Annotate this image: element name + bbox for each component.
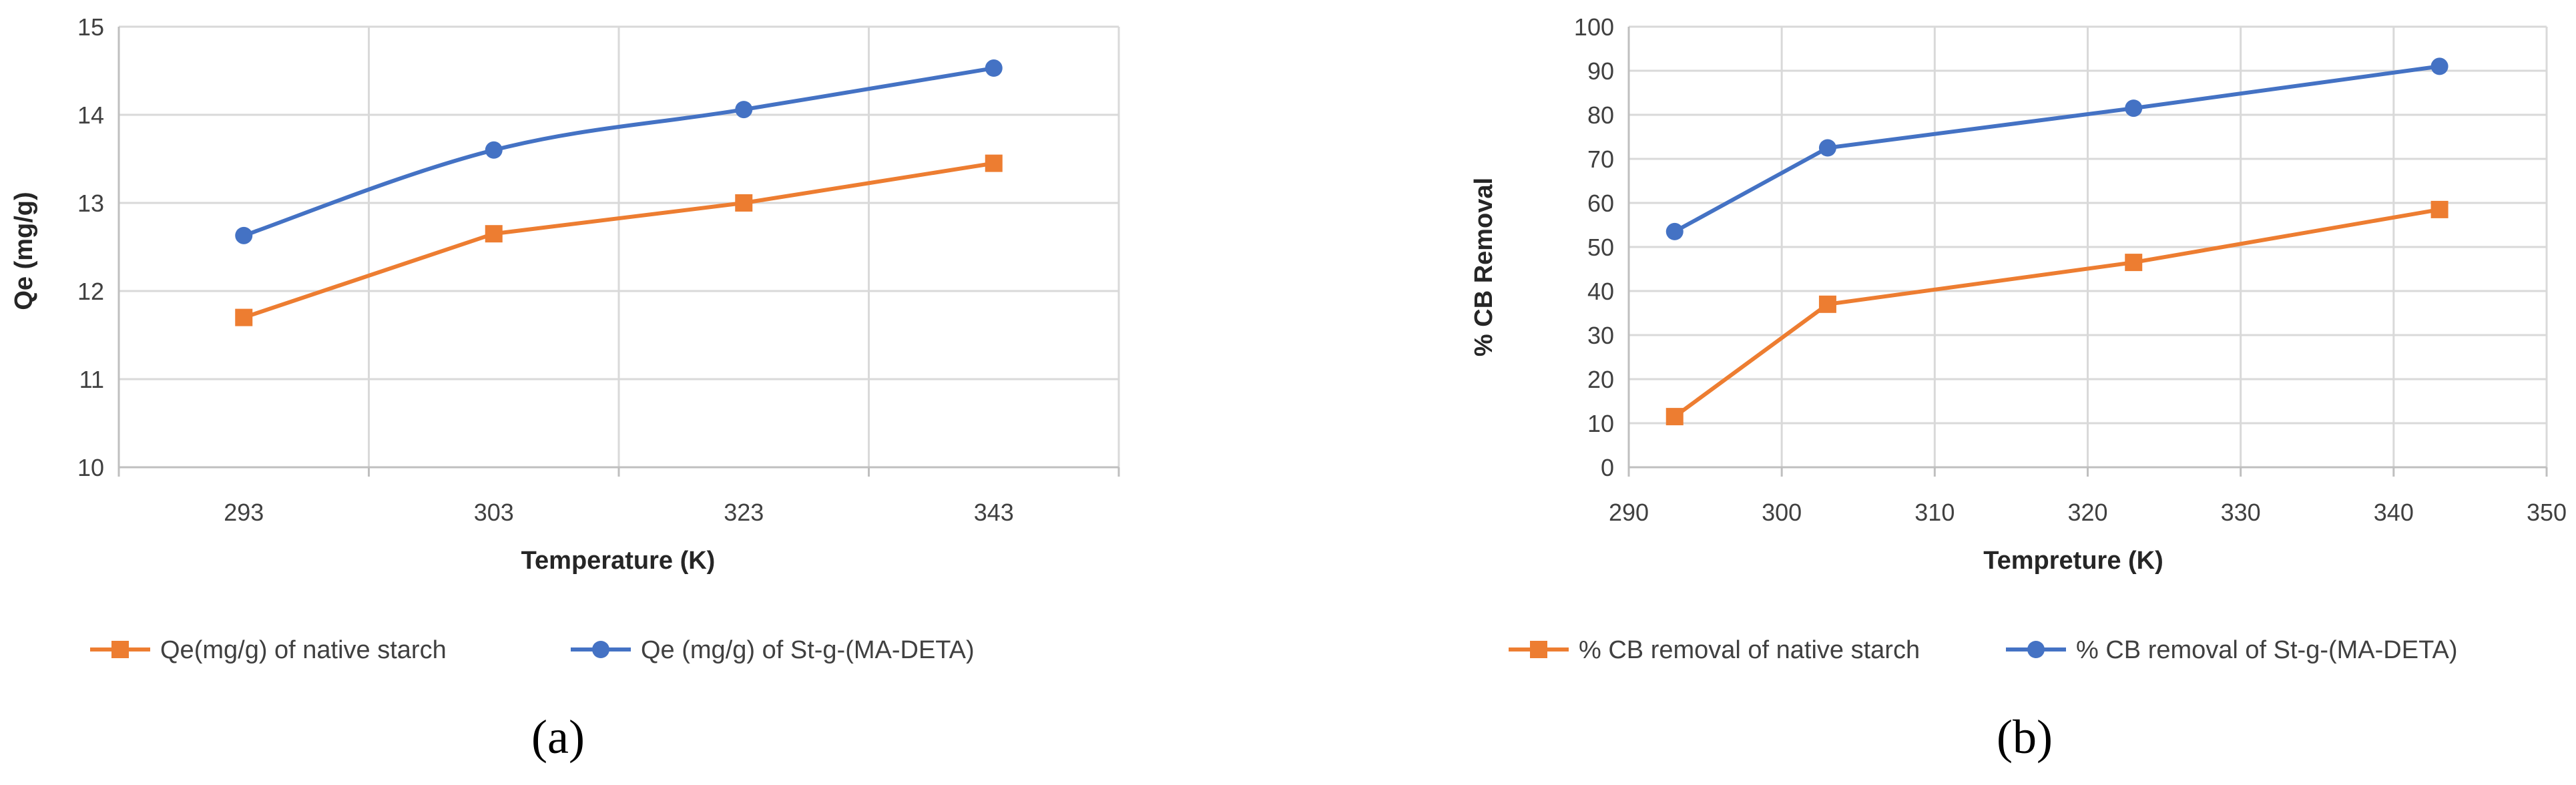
data-point-circle [985, 59, 1003, 77]
chart-a-panel-label: (a) [531, 710, 585, 764]
legend-label: Qe(mg/g) of native starch [160, 636, 447, 664]
chart-a-x-axis-title: Temperature (K) [521, 547, 716, 575]
y-tick-label: 11 [79, 366, 104, 393]
y-tick-label: 40 [1587, 278, 1614, 305]
data-point-circle [2125, 99, 2143, 117]
data-point-square [985, 154, 1003, 172]
x-tick-label: 340 [2374, 499, 2414, 526]
chart-b-x-axis-title: Tempreture (K) [1983, 547, 2163, 575]
chart-b-legend: % CB removal of native starch % CB remova… [1509, 636, 2457, 664]
series-line-0 [1673, 207, 2440, 419]
chart-b-axes: 0 10 20 30 40 50 60 70 80 90 100 290 300 310 320 330 340… [1574, 13, 2567, 526]
x-tick-label: 320 [2067, 499, 2107, 526]
y-tick-label: 70 [1587, 146, 1614, 173]
chart-a-grid [119, 25, 1120, 467]
chart-b-series [1665, 57, 2449, 426]
chart-a: 10 11 12 13 14 15 293 303 323 343 Qe (mg/g) Tempe… [10, 13, 1120, 764]
data-point-square [735, 194, 753, 212]
y-tick-label: 20 [1587, 366, 1614, 393]
x-tick-label: 293 [224, 499, 264, 526]
legend-marker [111, 641, 129, 658]
y-tick-label: 90 [1587, 57, 1614, 85]
legend-label: Qe (mg/g) of St-g-(MA-DETA) [641, 636, 975, 664]
x-tick-label: 303 [474, 499, 514, 526]
legend-label: % CB removal of native starch [1579, 636, 1920, 664]
legend-marker [592, 641, 609, 658]
y-tick-label: 60 [1587, 190, 1614, 217]
data-point-square [1818, 295, 1836, 313]
x-tick-label: 350 [2527, 499, 2567, 526]
chart-b-grid [1629, 25, 2548, 467]
data-point-square [1665, 408, 1684, 426]
chart-a-y-axis-title: Qe (mg/g) [10, 192, 38, 310]
legend-marker [1530, 641, 1547, 658]
x-tick-label: 330 [2221, 499, 2261, 526]
y-tick-label: 100 [1574, 13, 1614, 41]
x-tick-label: 343 [974, 499, 1014, 526]
x-tick-label: 310 [1914, 499, 1955, 526]
legend-marker [2027, 641, 2045, 658]
y-tick-label: 10 [1587, 410, 1614, 437]
data-point-circle [1818, 139, 1836, 157]
chart-a-axes: 10 11 12 13 14 15 293 303 323 343 [77, 13, 1120, 526]
data-point-square [2430, 200, 2449, 218]
legend-label: % CB removal of St-g-(MA-DETA) [2076, 636, 2457, 664]
data-point-circle [235, 226, 253, 244]
chart-a-series [235, 59, 1003, 326]
y-tick-label: 50 [1587, 234, 1614, 261]
y-tick-label: 13 [77, 190, 104, 217]
series-line-0 [243, 161, 995, 320]
series-line-1 [1673, 64, 2440, 234]
chart-a-legend: Qe(mg/g) of native starch Qe (mg/g) of St… [90, 636, 975, 664]
data-point-circle [735, 101, 753, 119]
y-tick-label: 30 [1587, 322, 1614, 349]
y-tick-label: 10 [77, 454, 104, 481]
x-tick-label: 300 [1762, 499, 1802, 526]
x-tick-label: 290 [1609, 499, 1649, 526]
y-tick-label: 14 [77, 101, 104, 129]
chart-b-panel-label: (b) [1997, 710, 2053, 764]
data-point-circle [2430, 57, 2449, 75]
data-point-square [485, 225, 503, 243]
chart-b: 0 10 20 30 40 50 60 70 80 90 100 290 300 310 320 330 340… [1470, 13, 2567, 764]
data-point-square [235, 308, 253, 326]
y-tick-label: 12 [77, 278, 104, 305]
x-tick-label: 323 [724, 499, 764, 526]
y-tick-label: 0 [1601, 454, 1614, 481]
y-tick-label: 15 [77, 13, 104, 41]
data-point-circle [485, 141, 503, 159]
y-tick-label: 80 [1587, 101, 1614, 129]
data-point-square [2125, 254, 2143, 272]
data-point-circle [1665, 222, 1684, 240]
chart-b-y-axis-title: % CB Removal [1470, 178, 1498, 356]
series-line-1 [243, 66, 995, 238]
